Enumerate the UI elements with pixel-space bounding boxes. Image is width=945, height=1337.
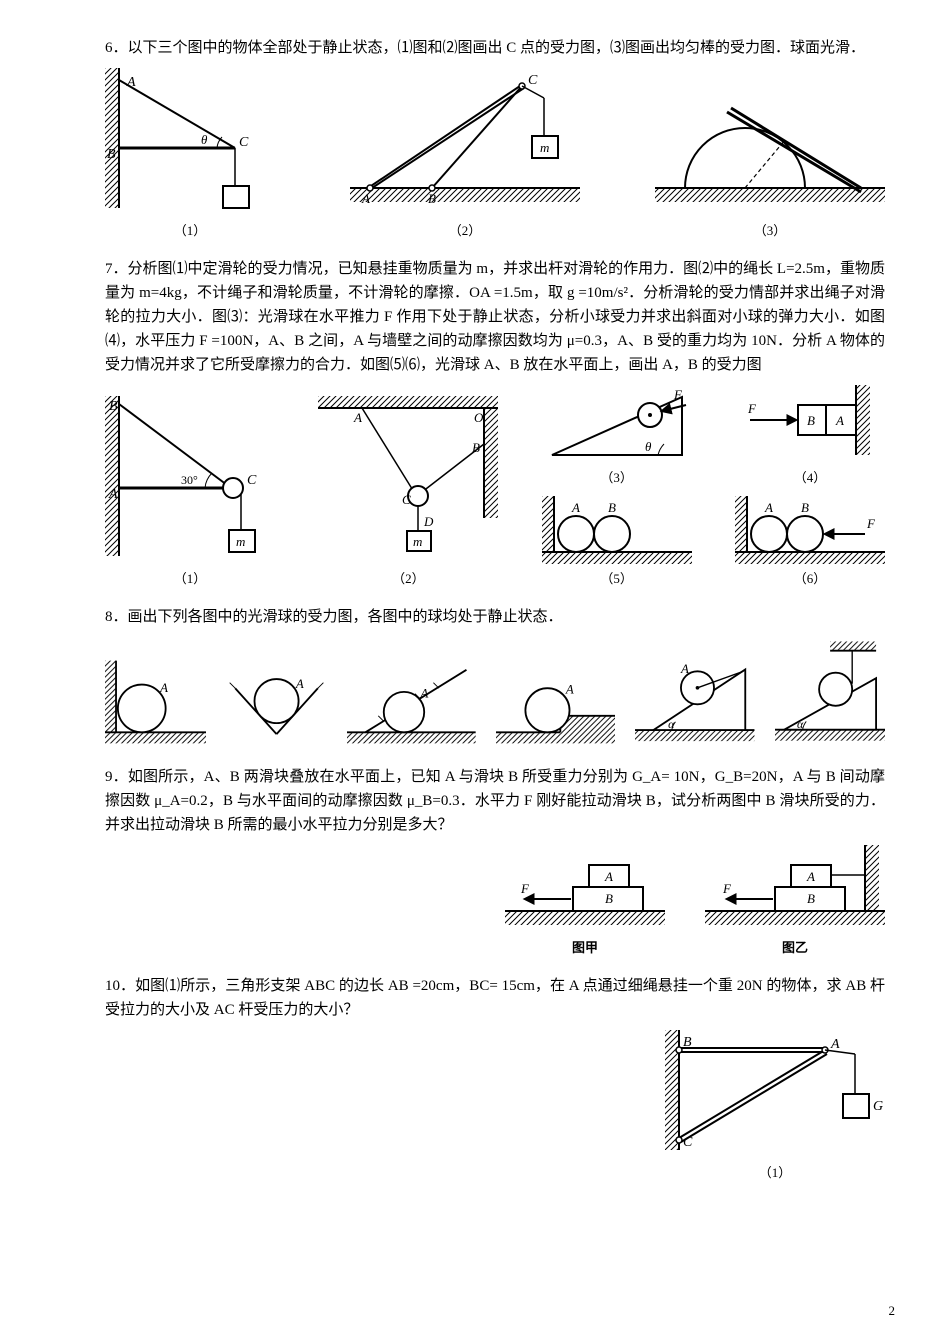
svg-text:B: B bbox=[428, 191, 436, 206]
problem-8: 8．画出下列各图中的光滑球的受力图，各图中的球均处于静止状态． A bbox=[105, 605, 885, 747]
q10-figs: B C A G bbox=[105, 1030, 885, 1181]
problem-10: 10．如图⑴所示，三角形支架 ABC 的边长 AB =20cm，BC= 15cm… bbox=[105, 974, 885, 1181]
svg-text:C: C bbox=[528, 73, 538, 88]
q10-fig1: B C A G bbox=[665, 1030, 885, 1181]
svg-text:B: B bbox=[107, 147, 116, 162]
q6-fig1-svg: A B θ C bbox=[105, 68, 275, 218]
q6-fig1: A B θ C （1） bbox=[105, 68, 275, 239]
q9-fig-jia: A B F 图甲 bbox=[505, 845, 665, 956]
q9-figs: A B F 图甲 A bbox=[105, 845, 885, 956]
svg-text:O: O bbox=[474, 410, 484, 425]
q8-figs: A A bbox=[105, 637, 885, 747]
q7-fig2-svg: A O B C D m bbox=[318, 396, 498, 566]
svg-text:F: F bbox=[673, 387, 683, 402]
q7-fig1: B A 30° C m （1） bbox=[105, 396, 275, 587]
svg-text:C: C bbox=[247, 473, 257, 488]
svg-text:A: A bbox=[420, 686, 429, 700]
svg-text:A: A bbox=[835, 413, 844, 428]
svg-text:C: C bbox=[239, 135, 249, 150]
q7-fig5: A B （5） bbox=[542, 496, 692, 587]
q6-fig3-svg bbox=[655, 78, 885, 218]
q7-fig6: A B F （6） bbox=[735, 496, 885, 587]
q8-fig-d: A bbox=[496, 657, 615, 747]
q9-fig-yi: A B F 图乙 bbox=[705, 845, 885, 956]
svg-text:A: A bbox=[361, 191, 370, 206]
svg-text:F: F bbox=[520, 881, 530, 896]
svg-text:A: A bbox=[764, 500, 773, 515]
q9-cap2: 图乙 bbox=[782, 937, 808, 956]
q10-fig1-label: （1） bbox=[759, 1162, 792, 1181]
q7-num: 7． bbox=[105, 261, 128, 277]
svg-text:F: F bbox=[747, 401, 757, 416]
q8-fig-f: α bbox=[775, 637, 885, 747]
svg-text:B: B bbox=[109, 399, 118, 414]
q7-fig2-label: （2） bbox=[392, 568, 425, 587]
svg-text:A: A bbox=[353, 410, 362, 425]
q7-col-35: F θ （3） bbox=[542, 385, 692, 587]
q7-fig1-label: （1） bbox=[174, 568, 207, 587]
q6-num: 6． bbox=[105, 40, 128, 56]
page-number: 2 bbox=[889, 1303, 896, 1319]
q7-fig5-label: （5） bbox=[600, 568, 633, 587]
q9-cap1: 图甲 bbox=[572, 937, 598, 956]
q8-fig-a: A bbox=[105, 657, 206, 747]
q8-fig-e: A α bbox=[635, 647, 754, 747]
q7-fig2: A O B C D m （2） bbox=[318, 396, 498, 587]
q8-num: 8． bbox=[105, 609, 128, 625]
problem-9: 9．如图所示，A、B 两滑块叠放在水平面上，已知 A 与滑块 B 所受重力分别为… bbox=[105, 765, 885, 956]
q6-fig1-label: （1） bbox=[174, 220, 207, 239]
svg-text:D: D bbox=[423, 514, 434, 529]
svg-text:30°: 30° bbox=[181, 473, 198, 487]
svg-text:A: A bbox=[806, 869, 815, 884]
svg-text:A: A bbox=[108, 487, 118, 502]
svg-text:G: G bbox=[873, 1099, 883, 1114]
svg-text:B: B bbox=[801, 500, 809, 515]
q10-num: 10． bbox=[105, 978, 135, 994]
svg-text:m: m bbox=[540, 140, 549, 155]
svg-text:A: A bbox=[565, 683, 574, 697]
q8-fig-c: A bbox=[347, 657, 476, 747]
svg-text:F: F bbox=[722, 881, 732, 896]
q8-text: 8．画出下列各图中的光滑球的受力图，各图中的球均处于静止状态． bbox=[105, 605, 885, 629]
svg-text:A: A bbox=[830, 1037, 840, 1052]
q8-fig-b: A bbox=[226, 657, 327, 747]
q7-fig1-svg: B A 30° C m bbox=[105, 396, 275, 566]
svg-text:C: C bbox=[402, 492, 411, 507]
q7-fig4-label: （4） bbox=[794, 467, 827, 486]
q6-text: 6．以下三个图中的物体全部处于静止状态，⑴图和⑵图画出 C 点的受力图，⑶图画出… bbox=[105, 36, 885, 60]
q6-fig2-svg: A B C m bbox=[350, 68, 580, 218]
q7-fig3: F θ （3） bbox=[542, 385, 692, 486]
svg-text:B: B bbox=[608, 500, 616, 515]
svg-text:A: A bbox=[295, 677, 304, 691]
q6-fig3-label: （3） bbox=[754, 220, 787, 239]
svg-text:A: A bbox=[680, 662, 689, 676]
q7-fig6-label: （6） bbox=[794, 568, 827, 587]
page: 6．以下三个图中的物体全部处于静止状态，⑴图和⑵图画出 C 点的受力图，⑶图画出… bbox=[0, 0, 945, 1337]
svg-text:m: m bbox=[236, 534, 245, 549]
q7-fig4: B A F （4） bbox=[735, 385, 885, 486]
problem-6: 6．以下三个图中的物体全部处于静止状态，⑴图和⑵图画出 C 点的受力图，⑶图画出… bbox=[105, 36, 885, 239]
svg-text:F: F bbox=[866, 516, 876, 531]
q6-figs: A B θ C （1） bbox=[105, 68, 885, 239]
svg-text:A: A bbox=[159, 681, 168, 695]
svg-text:B: B bbox=[807, 891, 815, 906]
q9-num: 9． bbox=[105, 769, 128, 785]
q10-text: 10．如图⑴所示，三角形支架 ABC 的边长 AB =20cm，BC= 15cm… bbox=[105, 974, 885, 1022]
q6-fig2-label: （2） bbox=[449, 220, 482, 239]
svg-text:B: B bbox=[807, 413, 815, 428]
svg-text:θ: θ bbox=[201, 132, 208, 147]
q7-figs: B A 30° C m （1） bbox=[105, 385, 885, 587]
svg-text:m: m bbox=[413, 534, 422, 549]
q7-fig3-label: （3） bbox=[600, 467, 633, 486]
q6-fig3: （3） bbox=[655, 78, 885, 239]
q7-col-46: B A F （4） bbox=[735, 385, 885, 587]
q6-fig2: A B C m bbox=[350, 68, 580, 239]
svg-text:A: A bbox=[571, 500, 580, 515]
problem-7: 7．分析图⑴中定滑轮的受力情况，已知悬挂重物质量为 m，并求出杆对滑轮的作用力．… bbox=[105, 257, 885, 587]
q7-text: 7．分析图⑴中定滑轮的受力情况，已知悬挂重物质量为 m，并求出杆对滑轮的作用力．… bbox=[105, 257, 885, 377]
svg-text:θ: θ bbox=[645, 439, 652, 454]
q9-text: 9．如图所示，A、B 两滑块叠放在水平面上，已知 A 与滑块 B 所受重力分别为… bbox=[105, 765, 885, 837]
svg-text:B: B bbox=[605, 891, 613, 906]
svg-text:A: A bbox=[604, 869, 613, 884]
